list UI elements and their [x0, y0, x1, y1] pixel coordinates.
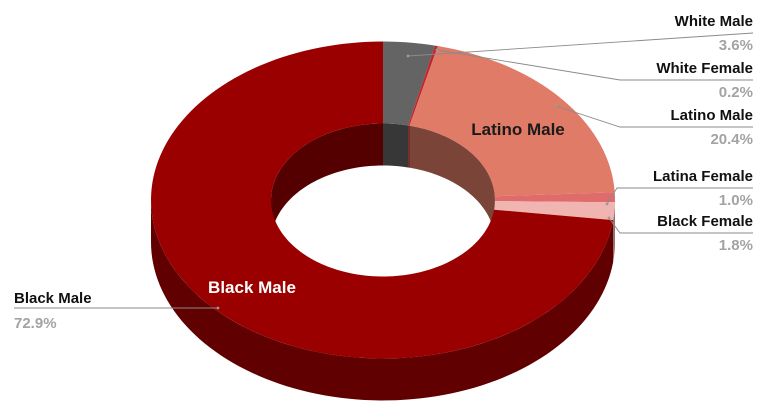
- slice-inner-wall-1-0: [408, 125, 410, 168]
- leader-line-3: [606, 187, 753, 205]
- leader-line-1: [436, 49, 753, 81]
- slice-label-4: Black Female: [657, 213, 753, 230]
- chart-leader-lines: [14, 32, 754, 310]
- chart-inner-labels: Latino Male Black Male: [208, 120, 565, 297]
- slice-label-5: Black Male: [14, 290, 92, 307]
- slice-inner-wall-0-0: [383, 123, 409, 168]
- leader-dot-2: [554, 104, 558, 108]
- leader-line-4: [608, 217, 753, 234]
- slice-label-2: Latino Male: [670, 107, 753, 124]
- chart-side-walls: [151, 123, 615, 401]
- chart-top-faces: [151, 41, 615, 359]
- slice-value-label-0: 3.6%: [719, 37, 753, 54]
- leader-dot-1: [435, 48, 439, 52]
- slice-inner-wall-5-1: [271, 123, 383, 242]
- slice-inner-wall-2-0: [409, 125, 495, 239]
- slice-value-label-3: 1.0%: [719, 192, 753, 209]
- leader-line-2: [555, 105, 753, 128]
- slice-value-label-5: 72.9%: [14, 315, 57, 332]
- slice-white-male: [383, 41, 436, 126]
- leader-dot-0: [406, 54, 410, 58]
- slice-white-female: [408, 45, 438, 126]
- slice-black-male: [151, 41, 614, 359]
- slice-value-label-1: 0.2%: [719, 84, 753, 101]
- leader-dot-4: [607, 216, 611, 220]
- slice-inner-label-5: Black Male: [208, 278, 296, 297]
- leader-dot-5: [216, 306, 220, 310]
- slice-outer-wall-5: [151, 200, 614, 401]
- slice-latino-male: [409, 46, 615, 197]
- slice-label-0: White Male: [675, 13, 753, 30]
- slice-label-1: White Female: [656, 60, 753, 77]
- slice-label-3: Latina Female: [653, 168, 753, 185]
- slice-inner-label-2: Latino Male: [471, 120, 565, 139]
- chart-outer-labels: White Male 3.6% White Female 0.2% Latino Mal…: [14, 13, 753, 332]
- leader-dot-3: [605, 202, 609, 206]
- slice-value-label-4: 1.8%: [719, 237, 753, 254]
- slice-outer-wall-4: [613, 202, 615, 263]
- slice-value-label-2: 20.4%: [710, 131, 753, 148]
- leader-line-0: [407, 32, 754, 57]
- slice-black-female: [494, 201, 615, 221]
- slice-latina-female: [494, 192, 615, 203]
